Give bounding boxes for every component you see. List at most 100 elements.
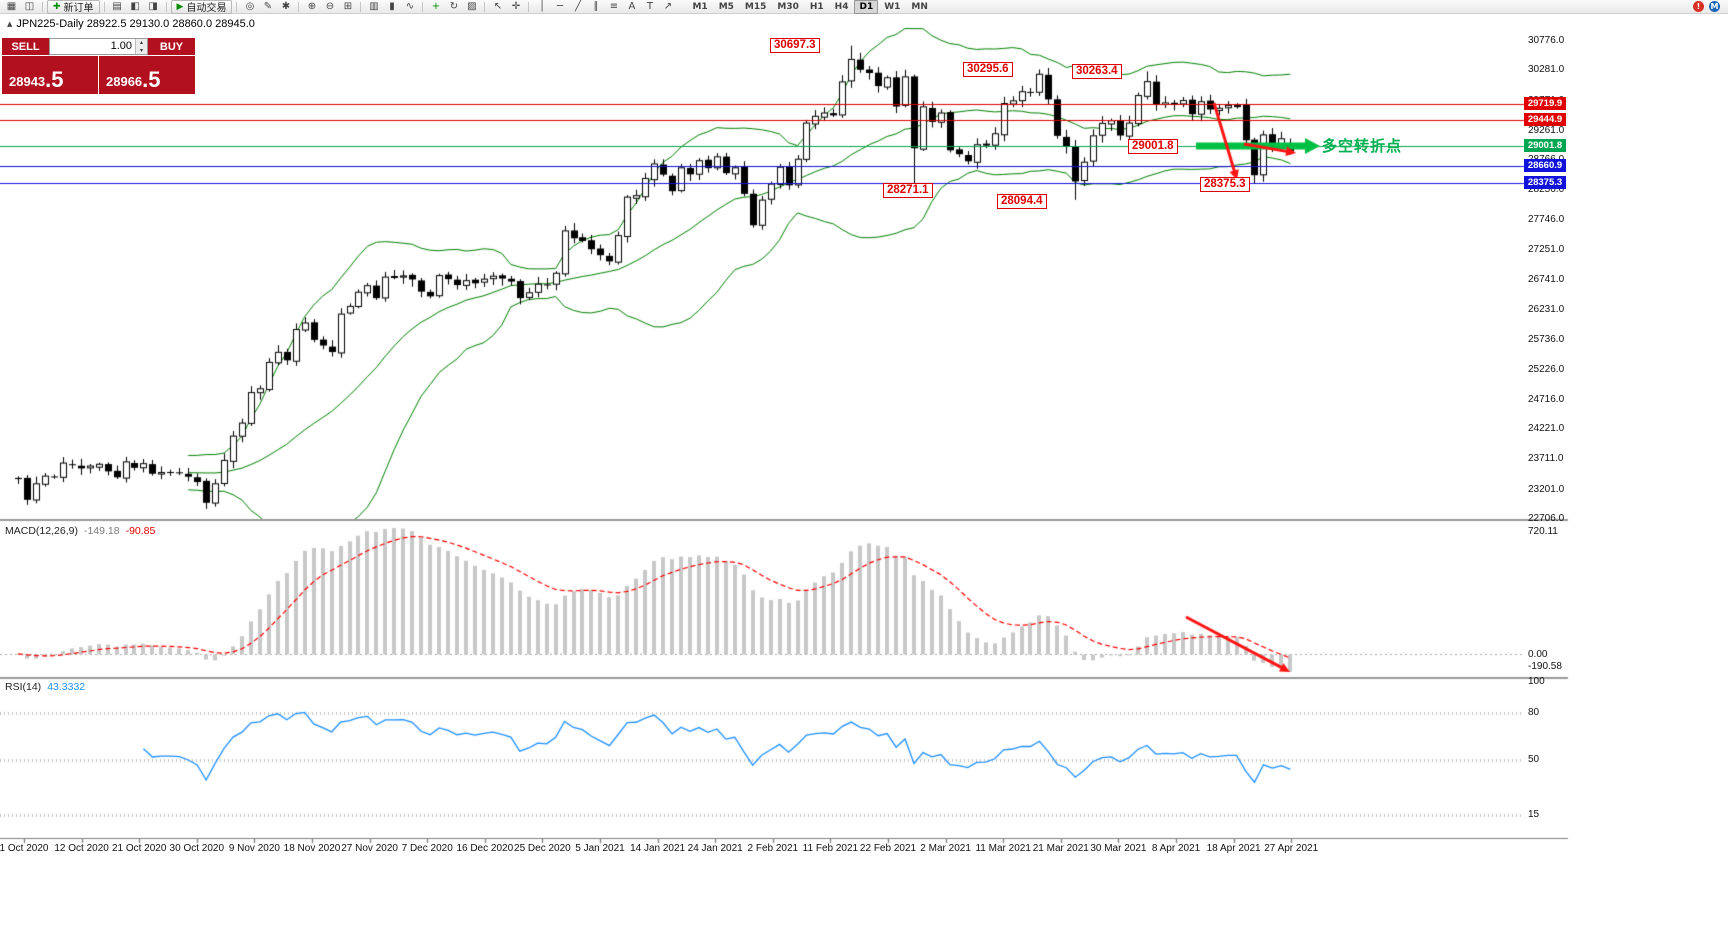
date-axis-label: 30 Oct 2020	[169, 843, 225, 854]
main-chart-panel[interactable]	[0, 14, 1524, 519]
new-chart-icon[interactable]: ▦	[6, 0, 17, 12]
templates-icon[interactable]: ▨	[467, 0, 477, 12]
market-watch-icon[interactable]: ▤	[112, 0, 122, 12]
price-axis-tick: 28256.0	[1528, 184, 1565, 196]
rsi-value: 43.3332	[47, 681, 86, 693]
bar-chart-icon[interactable]: ▥	[369, 0, 379, 12]
macd-indicator-label: MACD(12,26,9) -149.18 -90.85	[5, 525, 155, 537]
timeframe-m5-button[interactable]: M5	[718, 1, 734, 12]
buy-price-frac: .5	[142, 67, 161, 92]
strategy-tester-icon[interactable]: ◎	[245, 0, 255, 12]
date-axis-label: 21 Mar 2021	[1032, 843, 1089, 854]
price-annotation-box[interactable]: 28271.1	[883, 183, 933, 198]
metaeditor-icon[interactable]: ✎	[263, 0, 273, 12]
new-order-button[interactable]: ✚ 新订单	[47, 0, 100, 14]
toolbar-separator	[298, 1, 300, 12]
tile-windows-icon[interactable]: ⊞	[343, 0, 353, 12]
timeframe-m1-button[interactable]: M1	[692, 1, 708, 12]
macd-axis-min: -190.58	[1528, 661, 1562, 672]
community-icon[interactable]: M	[1709, 1, 1720, 12]
crosshair-icon[interactable]: ✛	[511, 0, 521, 12]
price-tag: 28375.3	[1524, 176, 1566, 190]
timeframe-m15-button[interactable]: M15	[744, 1, 767, 12]
timeframe-d1-button[interactable]: D1	[854, 0, 879, 14]
price-axis-tick: 29261.0	[1528, 124, 1565, 136]
vertical-line-icon[interactable]: │	[538, 0, 545, 12]
price-annotation-box[interactable]: 29001.8	[1128, 139, 1178, 154]
chart-profiles-icon[interactable]: ◫	[24, 0, 35, 12]
macd-main-value: -149.18	[83, 525, 120, 537]
volume-value[interactable]: 1.00	[110, 40, 132, 52]
date-axis-label: 21 Oct 2020	[111, 843, 167, 854]
price-annotation-box[interactable]: 30263.4	[1072, 64, 1122, 79]
trendline-icon[interactable]: ╱	[574, 0, 581, 12]
timeframe-mn-button[interactable]: MN	[911, 1, 928, 12]
autotrading-button[interactable]: ▶ 自动交易	[170, 0, 233, 14]
volume-box[interactable]: 1.00 ▴ ▾	[49, 38, 148, 55]
date-axis-label: 8 Apr 2021	[1151, 843, 1201, 854]
buy-button[interactable]: BUY	[148, 38, 195, 55]
turning-point-label[interactable]: 多空转折点	[1322, 138, 1403, 155]
price-axis-tick: 22706.0	[1528, 513, 1565, 524]
macd-panel[interactable]	[0, 521, 1524, 677]
rsi-indicator-label: RSI(14) 43.3332	[5, 681, 85, 693]
rsi-axis-tick: 15	[1528, 808, 1540, 820]
rsi-axis-tick: 100	[1528, 676, 1545, 687]
sell-price-display[interactable]: 28943.5	[2, 56, 98, 94]
macd-axis-max: 720.11	[1528, 526, 1558, 537]
date-axis-label: 30 Mar 2021	[1090, 843, 1147, 854]
channel-icon[interactable]: ∥	[593, 0, 599, 12]
date-axis-label: 25 Dec 2020	[514, 843, 571, 854]
cursor-icon[interactable]: ↖	[493, 0, 503, 12]
zoom-out-icon[interactable]: ⊖	[325, 0, 335, 12]
price-tag: 28660.9	[1524, 159, 1566, 173]
date-axis-label: 1 Oct 2020	[0, 843, 49, 854]
data-window-icon[interactable]: ◧	[130, 0, 140, 12]
timeframe-h1-button[interactable]: H1	[809, 1, 824, 12]
sell-button[interactable]: SELL	[2, 38, 49, 55]
date-axis-label: 2 Feb 2021	[747, 843, 799, 854]
horizontal-line-icon[interactable]: ─	[556, 0, 563, 12]
date-axis-label: 7 Dec 2020	[401, 843, 453, 854]
zoom-in-icon[interactable]: ⊕	[307, 0, 317, 12]
price-annotation-box[interactable]: 30697.3	[770, 38, 820, 53]
autotrading-icon: ▶	[176, 1, 184, 12]
price-annotation-box[interactable]: 30295.6	[963, 62, 1013, 77]
buy-price-display[interactable]: 28966.5	[99, 56, 195, 94]
candlestick-chart-icon[interactable]: ▮	[389, 0, 395, 12]
main-toolbar: ▦ ◫ ✚ 新订单 ▤ ◧ ◨ ▶ 自动交易 ◎ ✎ ✱ ⊕ ⊖ ⊞ ▥ ▮ ∿ + ↻ ▨ ↖ ✛ │ ─ ╱ ∥ ≡ A T ↗ M1 M5…	[0, 0, 1728, 14]
timeframe-w1-button[interactable]: W1	[884, 1, 901, 12]
date-axis-label: 27 Apr 2021	[1264, 843, 1319, 854]
one-click-trading-panel: SELL 1.00 ▴ ▾ BUY 28943.5 28966.5	[2, 38, 195, 94]
add-indicator-icon[interactable]: +	[431, 0, 441, 12]
timeframe-h4-button[interactable]: H4	[834, 1, 849, 12]
timeframe-m30-button[interactable]: M30	[777, 1, 799, 12]
toolbar-separator	[103, 1, 105, 12]
periods-icon[interactable]: ↻	[449, 0, 459, 12]
volume-increase-button[interactable]: ▴	[136, 39, 147, 47]
volume-decrease-button[interactable]: ▾	[136, 46, 147, 54]
price-tag: 29001.8	[1524, 139, 1566, 153]
news-icon[interactable]: !	[1693, 1, 1704, 12]
autotrading-label: 自动交易	[186, 3, 227, 14]
text-icon[interactable]: A	[628, 0, 636, 12]
symbol-ohlc-label: ▲ JPN225-Daily 28922.5 29130.0 28860.0 2…	[7, 18, 255, 30]
options-icon[interactable]: ✱	[281, 0, 291, 12]
arrows-icon[interactable]: ↗	[663, 0, 673, 12]
label-icon[interactable]: T	[646, 0, 654, 12]
macd-name: MACD(12,26,9)	[5, 525, 78, 537]
sell-price-frac: .5	[45, 67, 64, 92]
price-axis-tick: 25736.0	[1528, 333, 1565, 345]
symbol-ohlc-text: JPN225-Daily 28922.5 29130.0 28860.0 289…	[16, 18, 255, 30]
price-annotation-box[interactable]: 28375.3	[1200, 177, 1250, 192]
price-annotation-box[interactable]: 28094.4	[997, 194, 1047, 209]
date-axis-label: 18 Apr 2021	[1206, 843, 1261, 854]
line-chart-icon[interactable]: ∿	[405, 0, 415, 12]
date-axis-label: 16 Dec 2020	[456, 843, 514, 854]
fibonacci-icon[interactable]: ≡	[609, 0, 619, 12]
rsi-panel[interactable]	[0, 679, 1524, 838]
navigator-icon[interactable]: ◨	[148, 0, 158, 12]
